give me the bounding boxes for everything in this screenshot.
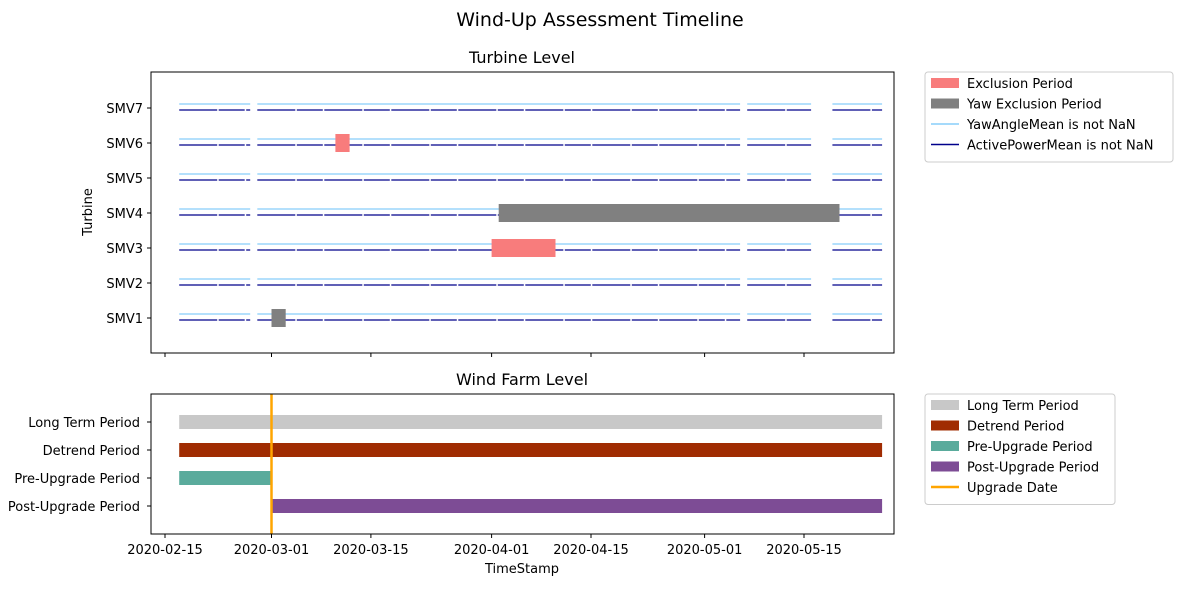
legend-frame (924, 71, 1174, 163)
farm-panel-frame (150, 393, 895, 535)
farm-period-bar (179, 415, 883, 429)
legend-label: Yaw Exclusion Period (966, 98, 1102, 113)
legend-swatch (931, 420, 959, 431)
x-tick-label: 2020-03-15 (333, 543, 409, 558)
x-axis-label: TimeStamp (484, 562, 559, 577)
turbine-tick-label: SMV3 (106, 242, 143, 257)
legend-swatch (931, 78, 959, 88)
farm-legend: Long Term Period Detrend Period Pre-Upgrad… (924, 393, 1116, 505)
chart-title: Wind-Up Assessment Timeline (456, 9, 743, 31)
turbine-tick-label: SMV7 (106, 102, 143, 117)
legend-label: Pre-Upgrade Period (967, 440, 1093, 455)
legend-label: Detrend Period (967, 420, 1064, 435)
turbine-tick-label: SMV2 (106, 277, 143, 292)
x-tick-label: 2020-05-01 (667, 543, 743, 558)
x-tick-label: 2020-04-01 (454, 543, 530, 558)
turbine-tick-label: SMV5 (106, 172, 143, 187)
turbine-panel-title: Turbine Level (468, 48, 575, 67)
turbine-tick-label: SMV6 (106, 137, 143, 152)
legend-label: ActivePowerMean is not NaN (967, 139, 1153, 154)
legend-label: Exclusion Period (967, 77, 1073, 92)
turbine-axis-label: Turbine (81, 188, 96, 237)
legend-frame (924, 393, 1116, 505)
legend-label: Upgrade Date (967, 481, 1058, 496)
legend-swatch (931, 400, 959, 410)
x-tick-label: 2020-02-15 (127, 543, 203, 558)
period-tick-label: Post-Upgrade Period (8, 500, 140, 515)
legend-label: Post-Upgrade Period (967, 461, 1099, 476)
x-tick-label: 2020-03-01 (234, 543, 310, 558)
exclusion-period-bar (491, 239, 556, 257)
period-tick-label: Detrend Period (43, 444, 140, 459)
yaw-exclusion-period-bar (271, 309, 286, 327)
period-tick-label: Pre-Upgrade Period (14, 472, 140, 487)
turbine-tick-label: SMV4 (106, 207, 143, 222)
legend-label: YawAngleMean is not NaN (966, 118, 1136, 133)
farm-panel-title: Wind Farm Level (456, 370, 588, 389)
farm-period-bar (179, 471, 272, 485)
period-tick-label: Long Term Period (28, 416, 140, 431)
farm-panel-plot (179, 394, 883, 534)
turbine-panel-plot (179, 103, 883, 327)
legend-swatch (931, 441, 959, 451)
turbine-tick-label: SMV1 (106, 312, 143, 327)
legend-swatch (931, 461, 959, 472)
legend-label: Long Term Period (967, 399, 1079, 414)
yaw-exclusion-period-bar (498, 204, 840, 222)
x-tick-label: 2020-04-15 (553, 543, 629, 558)
farm-period-bar (271, 499, 883, 513)
exclusion-period-bar (335, 134, 350, 152)
turbine-legend: Exclusion Period Yaw Exclusion Period YawA… (924, 71, 1174, 163)
farm-period-bar (179, 443, 883, 457)
legend-swatch (931, 98, 959, 109)
x-tick-label: 2020-05-15 (766, 543, 842, 558)
